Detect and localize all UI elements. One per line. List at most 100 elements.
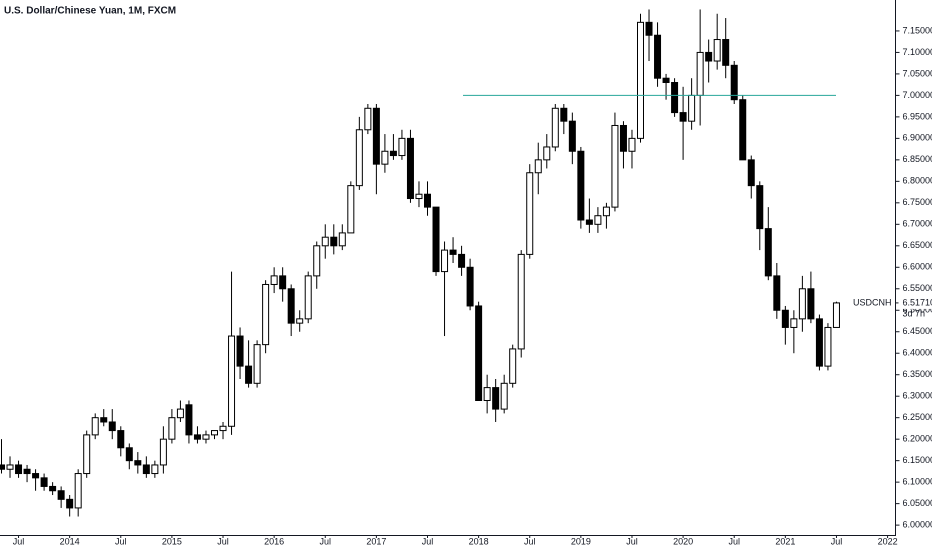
y-tick-label: 6.60000 — [903, 262, 932, 272]
candle-body — [628, 137, 636, 152]
x-tick-label: 2020 — [673, 536, 693, 546]
candle-body — [543, 146, 551, 161]
candle-body — [364, 107, 372, 131]
x-tick-label: 2015 — [162, 536, 182, 546]
x-tick-label: 2018 — [469, 536, 489, 546]
candle-body — [500, 382, 508, 410]
candle-body — [262, 283, 270, 346]
y-tick-label: 6.00000 — [903, 519, 932, 529]
candle-body — [483, 387, 491, 401]
candle-body — [108, 421, 116, 432]
y-tick-label: 6.55000 — [903, 283, 932, 293]
y-tick-label: 6.20000 — [903, 434, 932, 444]
candle-body — [91, 417, 99, 436]
candle-body — [619, 124, 627, 152]
candle-body — [466, 266, 474, 307]
candle-body — [654, 34, 662, 79]
candle-body — [526, 172, 534, 255]
candle-body — [15, 464, 23, 475]
candle-body — [372, 107, 380, 165]
candle-body — [168, 417, 176, 440]
y-tick-label: 7.15000 — [903, 25, 932, 35]
candle-body — [798, 288, 806, 320]
candle-body — [449, 249, 457, 255]
x-tick-label: Jul — [320, 536, 332, 546]
candle-body — [236, 335, 244, 367]
candle-body — [705, 51, 713, 62]
candle-body — [228, 335, 236, 427]
candle-body — [458, 253, 466, 268]
x-tick-label: 2014 — [60, 536, 80, 546]
y-tick-label: 6.50000 — [903, 305, 932, 315]
candle-body — [645, 21, 653, 36]
candle-body — [662, 77, 670, 84]
candle-body — [176, 408, 184, 419]
y-tick-label: 6.85000 — [903, 154, 932, 164]
candle-body — [0, 464, 5, 470]
candle-body — [406, 137, 414, 200]
candle-body — [577, 150, 585, 221]
candle-body — [713, 39, 721, 62]
candle-body — [389, 150, 397, 157]
candle-body — [338, 232, 346, 247]
candle-body — [321, 236, 329, 247]
candle-body — [441, 249, 449, 273]
x-tick-label: 2017 — [366, 536, 386, 546]
y-tick-label: 7.05000 — [903, 68, 932, 78]
last-price-label: 6.51710 — [903, 297, 932, 307]
candle-body — [398, 137, 406, 157]
candle-body — [32, 473, 40, 479]
y-tick-label: 6.90000 — [903, 133, 932, 143]
candle-body — [807, 288, 815, 320]
y-tick-label: 6.15000 — [903, 455, 932, 465]
candle-body — [57, 490, 65, 500]
candle-body — [637, 21, 644, 139]
y-tick-label: 6.45000 — [903, 326, 932, 336]
chart-title: U.S. Dollar/Chinese Yuan, 1M, FXCM — [4, 6, 176, 17]
candle-body — [492, 387, 500, 410]
candle-body — [560, 107, 568, 122]
candle-body — [594, 215, 602, 225]
candle-body — [159, 438, 167, 466]
y-tick-label: 6.40000 — [903, 348, 932, 358]
y-tick-label: 6.30000 — [903, 391, 932, 401]
candle-body — [355, 129, 363, 187]
candle-body — [832, 302, 840, 328]
x-tick-label: 2016 — [264, 536, 284, 546]
candle-body — [730, 64, 738, 101]
x-tick-label: Jul — [728, 536, 740, 546]
candle-body — [219, 425, 227, 432]
candle-body — [815, 318, 823, 367]
candle-body — [193, 434, 201, 440]
candle-body — [347, 185, 355, 234]
candle-body — [270, 275, 278, 285]
candle-body — [781, 309, 789, 328]
y-tick-label: 7.10000 — [903, 47, 932, 57]
y-tick-label: 6.80000 — [903, 176, 932, 186]
candle-body — [287, 288, 295, 324]
candle-body — [679, 112, 687, 122]
y-tick-label: 6.25000 — [903, 412, 932, 422]
candle-body — [764, 228, 772, 277]
candle-body — [66, 498, 74, 509]
y-tick-label: 6.35000 — [903, 369, 932, 379]
candle-body — [211, 430, 218, 436]
candle-body — [304, 275, 312, 320]
candle-body — [253, 344, 261, 384]
x-tick-label: Jul — [524, 536, 536, 546]
candle-body — [245, 365, 253, 384]
candle-body — [74, 473, 82, 509]
candle-body — [202, 434, 210, 440]
y-tick-label: 6.05000 — [903, 498, 932, 508]
candle-body — [330, 236, 338, 247]
y-tick-label: 6.10000 — [903, 477, 932, 487]
candle-body — [551, 107, 559, 148]
candle-body — [509, 348, 517, 384]
candle-body — [722, 39, 730, 66]
candle-body — [40, 477, 48, 487]
countdown-label: 3d 7h — [903, 308, 926, 318]
x-tick-label: 2021 — [775, 536, 795, 546]
candle-body — [381, 150, 389, 165]
